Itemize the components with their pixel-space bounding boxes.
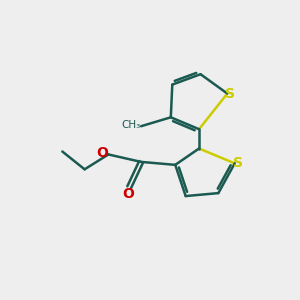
Text: O: O: [123, 187, 134, 201]
Text: S: S: [225, 86, 235, 100]
Text: S: S: [233, 156, 243, 170]
Text: CH₃: CH₃: [121, 120, 140, 130]
Text: O: O: [96, 146, 108, 160]
